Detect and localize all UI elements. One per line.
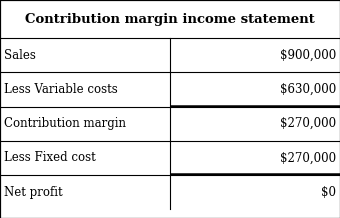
- Text: Less Variable costs: Less Variable costs: [4, 83, 118, 96]
- Text: Contribution margin income statement: Contribution margin income statement: [25, 13, 315, 26]
- Text: Contribution margin: Contribution margin: [4, 117, 126, 130]
- Text: Net profit: Net profit: [4, 186, 63, 199]
- Text: $630,000: $630,000: [280, 83, 336, 96]
- Text: $270,000: $270,000: [280, 117, 336, 130]
- Text: $0: $0: [321, 186, 336, 199]
- Text: Less Fixed cost: Less Fixed cost: [4, 152, 96, 164]
- Text: Sales: Sales: [4, 49, 36, 62]
- Text: $900,000: $900,000: [280, 49, 336, 62]
- Text: $270,000: $270,000: [280, 152, 336, 164]
